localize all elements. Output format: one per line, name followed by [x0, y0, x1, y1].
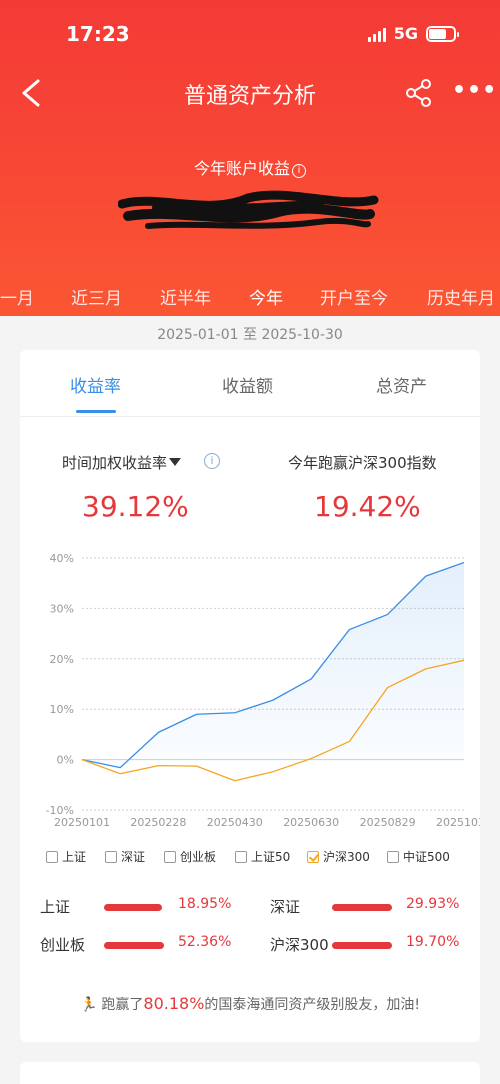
legend-label: 创业板: [180, 850, 217, 864]
beat-suffix: 的国泰海通同资产级别股友，加油!: [204, 997, 421, 1013]
network-label: 5G: [393, 24, 418, 43]
legend-label: 中证500: [403, 850, 450, 864]
legend-item-hs300[interactable]: 沪深300: [307, 848, 370, 865]
comparison-name: 深证: [270, 898, 301, 916]
status-time: 17:23: [66, 22, 130, 46]
legend-label: 深证: [121, 850, 146, 864]
comparison-row: 创业板 52.36% 沪深300 19.70%: [20, 934, 480, 958]
beat-banner: 🏃 跑赢了80.18%的国泰海通同资产级别股友，加油!: [20, 994, 480, 1014]
runner-icon: 🏃: [79, 997, 98, 1013]
y-tick-label: 20%: [50, 653, 74, 666]
return-line-chart: 40% 30% 20% 10% 0% -10%20250101 20250228 202504…: [46, 552, 480, 829]
legend-label: 上证: [62, 850, 87, 864]
earnings-label: 今年账户收益 i: [0, 155, 500, 179]
period-tab-3m[interactable]: 近三月: [71, 289, 122, 309]
period-tab-since-open[interactable]: 开户至今: [320, 289, 388, 309]
metric-left-label[interactable]: 时间加权收益率: [62, 452, 182, 473]
checkbox-icon: [235, 850, 247, 863]
checkbox-icon: [46, 850, 58, 863]
period-tab-1m[interactable]: 一月: [0, 289, 34, 309]
period-tab-history[interactable]: 历史年月: [427, 289, 495, 309]
comparison-name: 上证: [40, 898, 71, 916]
x-tick-label: 20250829: [360, 816, 416, 829]
legend-label: 沪深300: [323, 850, 370, 864]
legend-item-sz[interactable]: 深证: [105, 848, 145, 865]
series-line-hs300: [81, 659, 465, 782]
legend-label: 上证50: [251, 850, 291, 864]
x-tick-label: 20250101: [54, 816, 110, 829]
comparison-value: 52.36%: [178, 934, 232, 950]
series-line-account: [81, 561, 465, 769]
y-tick-label: 0%: [57, 754, 74, 767]
y-tick-label: 10%: [50, 703, 74, 716]
legend-item-sh[interactable]: 上证: [46, 848, 86, 865]
metric-right-label: 今年跑赢沪深300指数: [288, 454, 437, 472]
legend-item-sh50[interactable]: 上证50: [235, 848, 290, 865]
comparison-name: 沪深300: [270, 936, 329, 954]
checkbox-icon: [164, 850, 176, 863]
active-tab-indicator: [76, 410, 116, 413]
comparison-row: 上证 18.95% 深证 29.93%: [20, 896, 480, 920]
more-icon[interactable]: •••: [452, 78, 498, 103]
battery-icon: [426, 25, 459, 42]
dropdown-caret-icon: [169, 458, 182, 466]
metric-right-value: 19.42%: [314, 490, 421, 523]
status-indicators: 5G: [367, 24, 459, 43]
period-tab-6m[interactable]: 近半年: [160, 289, 211, 309]
share-icon[interactable]: [404, 78, 434, 108]
analysis-card: 收益率 收益额 总资产 时间加权收益率 i 39.12% 今年跑赢沪深300指数…: [20, 350, 480, 1042]
y-tick-label: 40%: [50, 552, 74, 565]
header-background: [0, 0, 500, 316]
beat-percent: 80.18%: [143, 994, 205, 1013]
info-icon[interactable]: i: [204, 453, 220, 469]
page-title: 普通资产分析: [183, 84, 316, 109]
legend-item-cyb[interactable]: 创业板: [164, 848, 216, 865]
metric-left-value: 39.12%: [82, 490, 189, 523]
comparison-bar: [104, 942, 164, 949]
chart-legend: 上证 深证 创业板 上证50 沪深300 中证500: [46, 848, 486, 868]
tab-divider: [20, 416, 480, 417]
legend-item-zz500[interactable]: 中证500: [387, 848, 450, 865]
comparison-name: 创业板: [40, 936, 86, 954]
metric-left-label-text: 时间加权收益率: [62, 454, 168, 472]
checkbox-icon: [387, 850, 399, 863]
y-tick-label: 30%: [50, 602, 74, 615]
y-tick-label: -10%: [46, 804, 74, 817]
chevron-left-icon[interactable]: [18, 78, 44, 108]
checkbox-icon: [105, 850, 117, 863]
x-tick-label: 20250630: [283, 816, 339, 829]
redacted-amount: [118, 190, 379, 229]
account-area-fill: [82, 562, 464, 768]
beat-prefix: 跑赢了: [101, 997, 144, 1013]
period-tab-ytd[interactable]: 今年: [249, 289, 283, 309]
comparison-bar: [104, 904, 162, 911]
tab-return-rate[interactable]: 收益率: [70, 377, 121, 397]
x-tick-label: 20251030: [436, 816, 480, 829]
tab-return-amount[interactable]: 收益额: [222, 377, 273, 397]
signal-icon: [367, 26, 386, 42]
next-card: [20, 1062, 480, 1084]
comparison-value: 29.93%: [406, 896, 460, 912]
info-icon[interactable]: i: [292, 164, 306, 178]
checkbox-checked-icon: [307, 850, 319, 863]
comparison-bar: [332, 942, 392, 949]
tab-total-assets[interactable]: 总资产: [376, 377, 427, 397]
comparison-value: 18.95%: [178, 896, 232, 912]
comparison-bar: [332, 904, 392, 911]
comparison-value: 19.70%: [406, 934, 460, 950]
date-range: 2025-01-01 至 2025-10-30: [157, 327, 343, 343]
earnings-label-text: 今年账户收益: [193, 159, 290, 178]
x-tick-label: 20250228: [130, 816, 186, 829]
x-tick-label: 20250430: [207, 816, 263, 829]
